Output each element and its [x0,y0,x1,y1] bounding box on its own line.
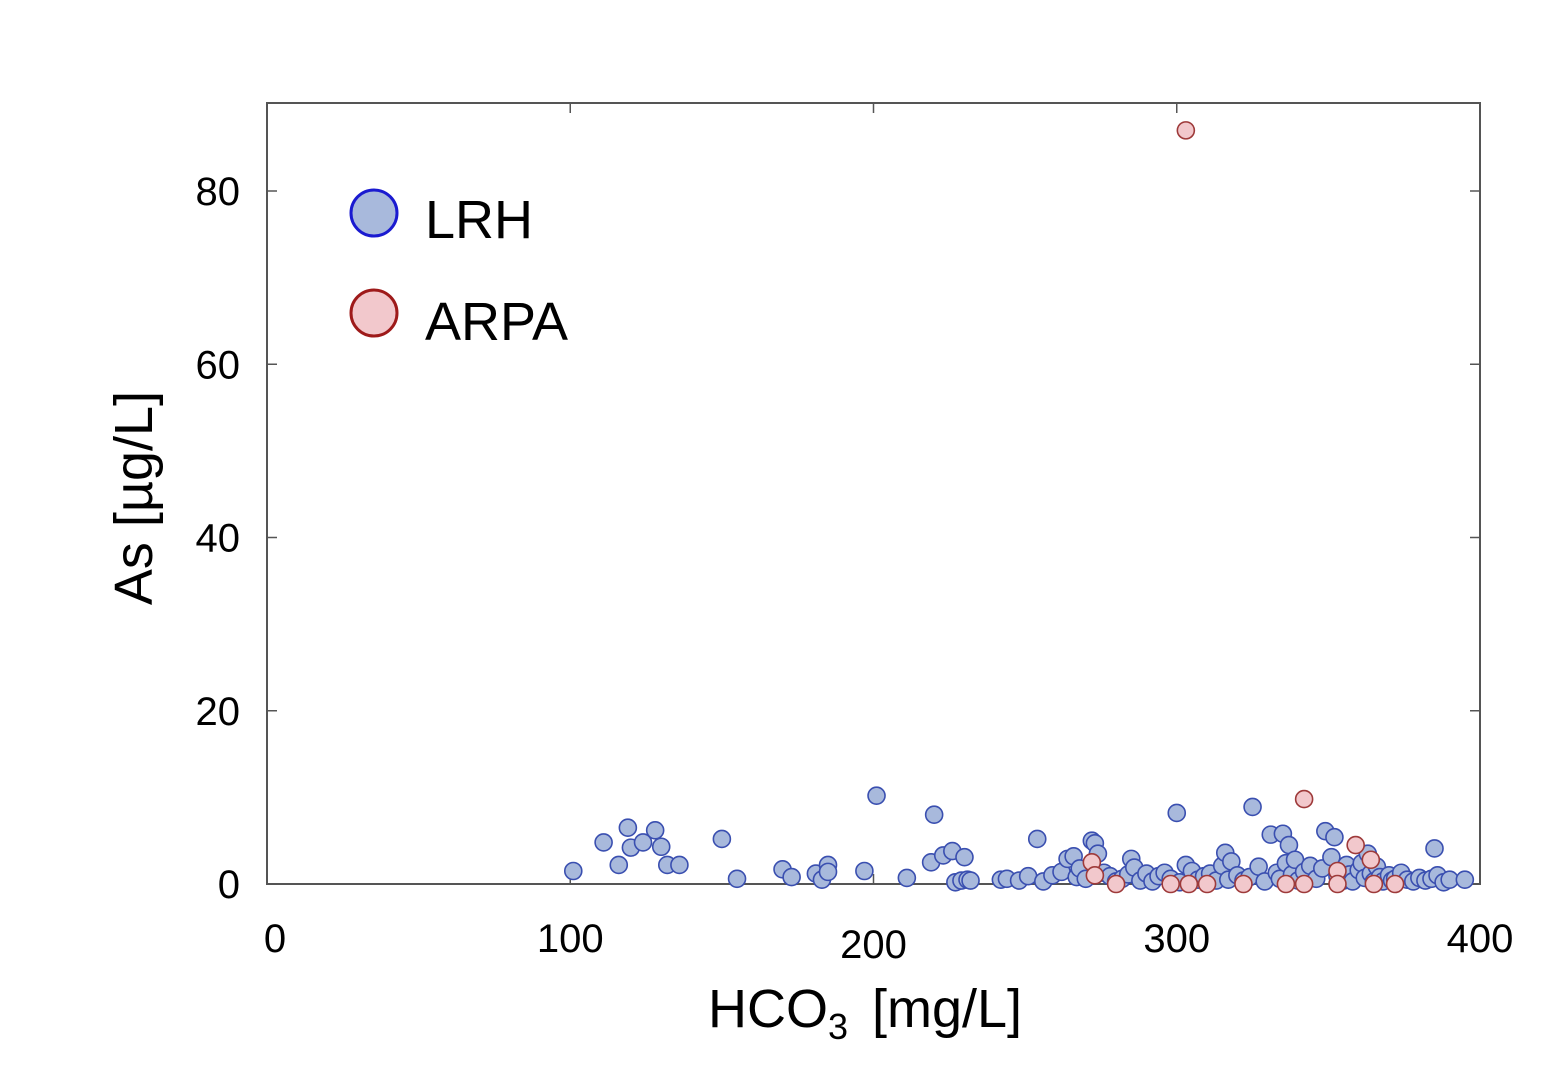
y-tick-label-20: 20 [196,690,241,734]
x-tick-label-200: 200 [840,923,907,967]
point-lrh-11 [727,869,747,889]
x-axis-title-unit: [mg/L] [872,979,1022,1039]
x-axis-title-main: HCO [708,979,828,1039]
legend-label-arpa: ARPA [425,292,568,352]
point-arpa-9 [1294,874,1314,894]
x-axis-title: HCO3 [mg/L] [708,979,1022,1047]
point-arpa-16 [1385,874,1405,894]
legend: LRH ARPA [349,188,568,352]
point-lrh-116 [1425,839,1444,858]
point-lrh-19 [867,786,886,805]
point-arpa-7 [1234,874,1253,894]
point-lrh-22 [924,805,944,825]
point-arpa-10 [1294,789,1314,809]
point-lrh-2 [609,855,629,875]
point-arpa-2 [1085,866,1105,885]
axis-ticks [266,103,1481,885]
y-axis-title: As [µg/L] [104,391,164,605]
point-lrh-74 [1243,797,1262,817]
tick-labels: 0 100 200 300 400 0 20 40 60 80 [196,170,1514,967]
point-lrh-34 [1027,829,1047,849]
y-tick-label-80: 80 [196,170,241,214]
point-lrh-7 [651,837,671,857]
point-lrh-120 [1455,870,1475,889]
point-lrh-0 [563,861,583,881]
point-lrh-92 [1325,827,1344,847]
point-lrh-29 [961,871,980,890]
point-arpa-0 [1176,121,1196,140]
x-tick-label-0: 0 [264,917,286,961]
point-arpa-14 [1361,850,1381,870]
point-arpa-6 [1197,874,1217,894]
point-lrh-9 [670,855,689,875]
y-tick-label-0: 0 [218,863,240,907]
point-arpa-5 [1179,874,1199,894]
point-lrh-27 [955,847,974,867]
point-lrh-13 [782,867,801,887]
point-arpa-12 [1328,874,1347,894]
x-axis-title-subscript: 3 [828,1006,848,1047]
series-arpa [1082,121,1405,894]
point-lrh-18 [855,861,874,881]
y-tick-label-60: 60 [196,343,241,387]
data-points [563,121,1475,894]
point-lrh-17 [818,862,838,882]
y-tick-label-40: 40 [196,517,241,561]
legend-label-lrh: LRH [425,190,533,250]
legend-marker-lrh [349,188,399,238]
point-lrh-6 [645,820,665,840]
point-lrh-20 [897,868,917,888]
point-lrh-5 [633,833,653,852]
point-arpa-8 [1276,874,1296,894]
legend-marker-arpa [349,288,399,338]
point-arpa-15 [1364,874,1384,894]
point-lrh-10 [712,829,732,849]
point-lrh-59 [1167,803,1187,823]
point-lrh-1 [594,833,613,852]
point-arpa-13 [1346,835,1365,855]
point-arpa-3 [1106,874,1126,894]
point-arpa-4 [1161,874,1180,894]
x-tick-label-100: 100 [537,917,604,961]
x-tick-label-400: 400 [1447,917,1514,961]
point-lrh-3 [618,818,638,837]
x-tick-label-300: 300 [1143,917,1210,961]
